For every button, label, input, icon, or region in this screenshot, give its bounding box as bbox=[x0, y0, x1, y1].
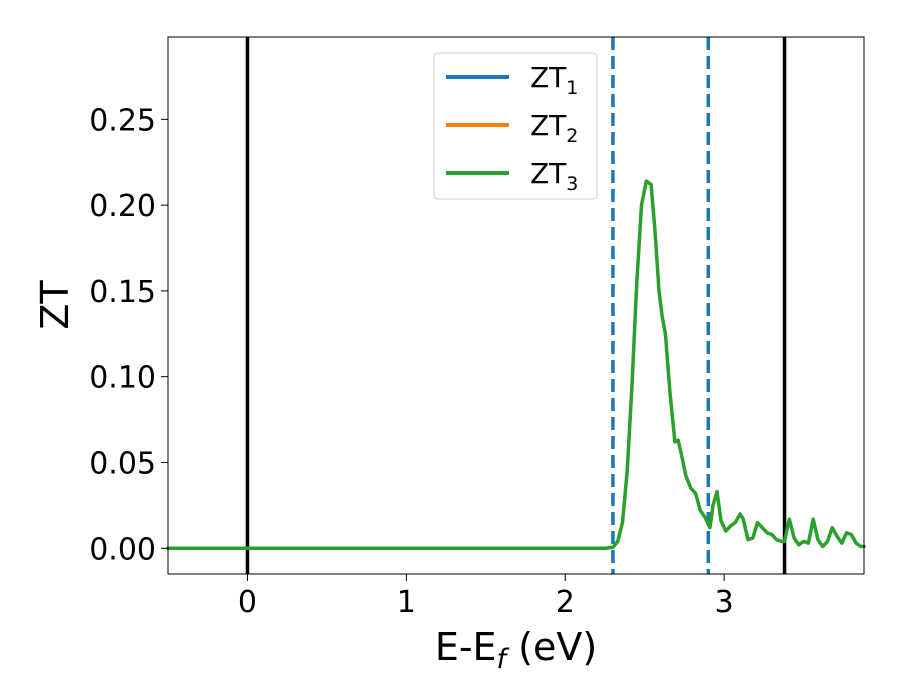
legend: ZT1 ZT2 ZT3 bbox=[433, 52, 598, 200]
legend-label-2: ZT3 bbox=[530, 157, 578, 195]
y-tick-label-4: 0.20 bbox=[89, 189, 156, 224]
series-line-0 bbox=[166, 179, 866, 551]
series-layer bbox=[166, 179, 866, 551]
y-tick-label-0: 0.00 bbox=[89, 532, 156, 567]
legend-box bbox=[433, 52, 598, 200]
x-tick-label-0: 0 bbox=[238, 585, 257, 620]
x-axis-ticks: 0 1 2 3 bbox=[238, 574, 734, 620]
y-tick-label-1: 0.05 bbox=[89, 446, 156, 481]
legend-label-0: ZT1 bbox=[530, 61, 578, 99]
reference-lines bbox=[245, 37, 787, 574]
x-tick-label-3: 3 bbox=[715, 585, 734, 620]
y-axis-ticks: 0.00 0.05 0.10 0.15 0.20 0.25 bbox=[89, 103, 168, 567]
y-tick-label-3: 0.15 bbox=[89, 275, 156, 310]
y-tick-label-2: 0.10 bbox=[89, 361, 156, 396]
x-axis-label: E-Ef (eV) bbox=[435, 625, 597, 675]
y-tick-label-5: 0.25 bbox=[89, 103, 156, 138]
legend-label-1: ZT2 bbox=[530, 109, 578, 147]
x-tick-label-1: 1 bbox=[397, 585, 416, 620]
plot-frame bbox=[167, 36, 865, 575]
y-axis-label: ZT bbox=[33, 280, 77, 330]
x-tick-label-2: 2 bbox=[556, 585, 575, 620]
